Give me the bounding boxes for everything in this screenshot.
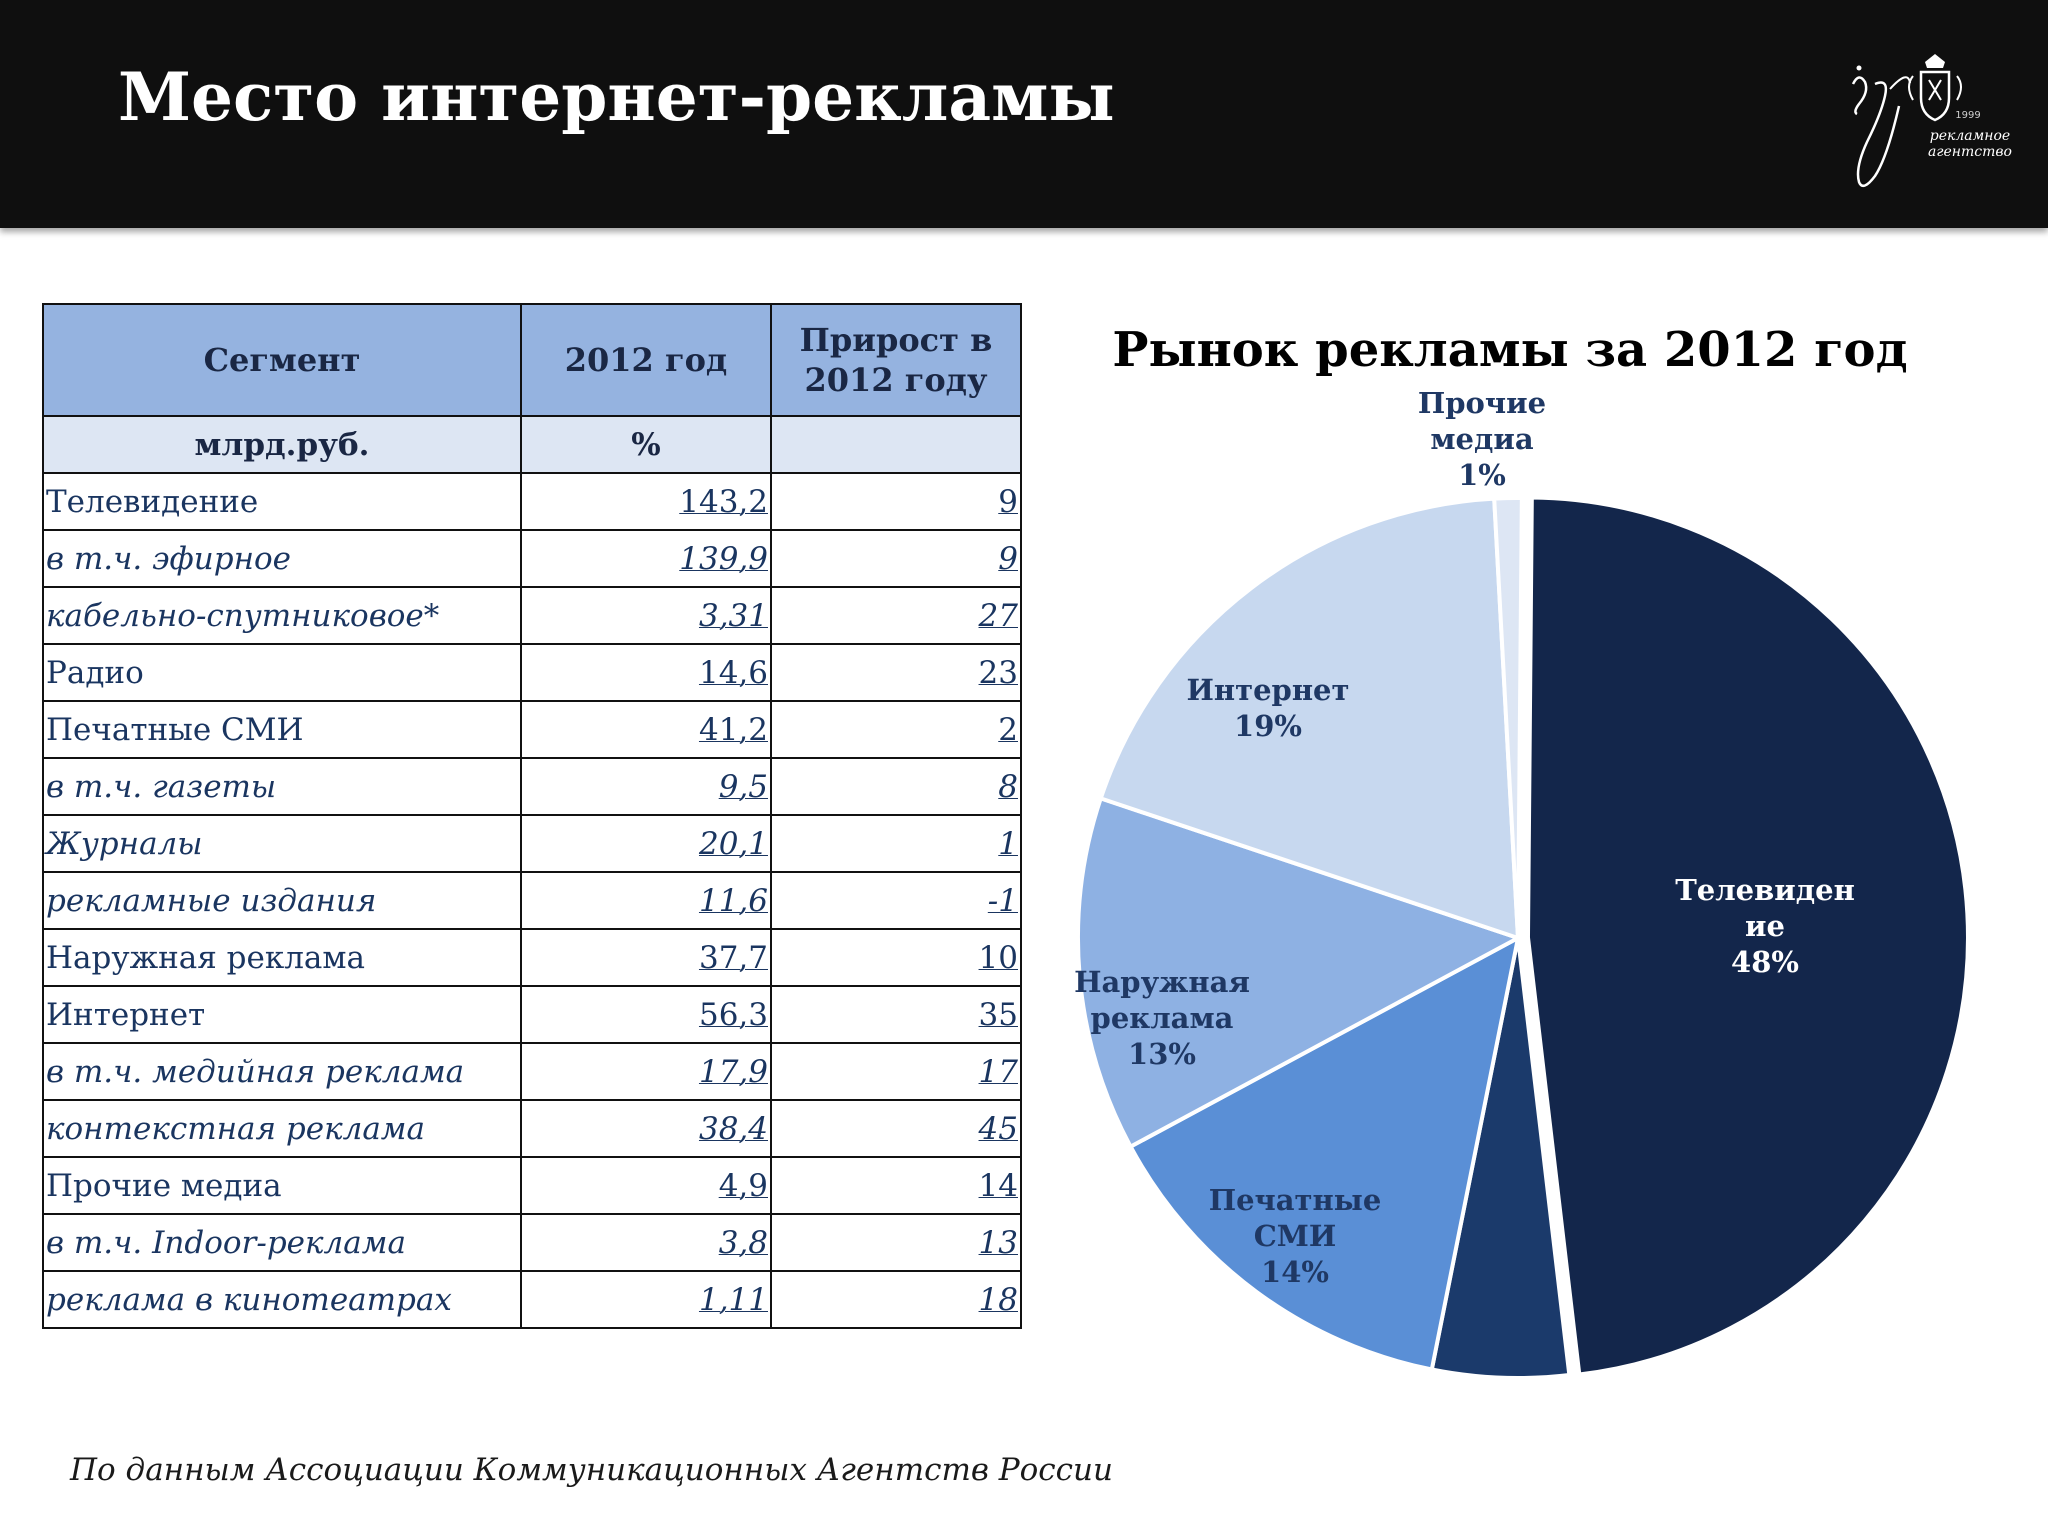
growth-cell: 9 [770, 529, 1022, 588]
slice-label: Печатные СМИ 14% [1209, 1183, 1382, 1289]
growth-cell: 17 [770, 1042, 1022, 1101]
column-header-segment: Сегмент [42, 303, 522, 417]
units-cell: млрд.руб. [42, 415, 522, 474]
table-row: Журналы 20,1 1 [42, 814, 1022, 873]
units-cell: % [520, 415, 772, 474]
segment-cell: Печатные СМИ [42, 700, 522, 759]
table-header-row: Сегмент 2012 год Прирост в 2012 году [42, 303, 1022, 417]
slice-label: Интернет 19% [1187, 673, 1350, 743]
segment-cell: Интернет [42, 985, 522, 1044]
table-row: реклама в кинотеатрах 1,11 18 [42, 1270, 1022, 1329]
segment-cell: Телевидение [42, 472, 522, 531]
pie-slice [1492, 496, 1524, 939]
table-units-row: млрд.руб. % [42, 415, 1022, 474]
table-body: Телевидение 143,2 9 в т.ч. эфирное 139,9 9 каб… [42, 472, 1022, 1329]
slide-header: Место интернет-рекламы 1999 рекламное аг… [0, 0, 2048, 228]
pie-slice [1127, 934, 1521, 1372]
table-row: Печатные СМИ 41,2 2 [42, 700, 1022, 759]
units-cell [770, 415, 1022, 474]
slice-label: Прочие медиа 1% [1418, 386, 1546, 492]
ad-market-table: Сегмент 2012 год Прирост в 2012 году млр… [42, 303, 1022, 1329]
slice-label: Телевиден ие 48% [1675, 873, 1855, 979]
table-row: Прочие медиа 4,9 14 [42, 1156, 1022, 1215]
segment-cell: в т.ч. медийная реклама [42, 1042, 522, 1101]
segment-cell: Журналы [42, 814, 522, 873]
growth-cell: -1 [770, 871, 1022, 930]
growth-cell: 45 [770, 1099, 1022, 1158]
value-cell: 9,5 [520, 757, 772, 816]
growth-cell: 2 [770, 700, 1022, 759]
segment-cell: контекстная реклама [42, 1099, 522, 1158]
table-row: рекламные издания 11,6 -1 [42, 871, 1022, 930]
slice-label: Наружная реклама 13% [1074, 965, 1250, 1071]
value-cell: 3,31 [520, 586, 772, 645]
page-title: Место интернет-рекламы [118, 58, 1115, 136]
segment-cell: Наружная реклама [42, 928, 522, 987]
value-cell: 14,6 [520, 643, 772, 702]
growth-cell: 10 [770, 928, 1022, 987]
table-row: Наружная реклама 37,7 10 [42, 928, 1022, 987]
value-cell: 1,11 [520, 1270, 772, 1329]
value-cell: 56,3 [520, 985, 772, 1044]
value-cell: 20,1 [520, 814, 772, 873]
crest-icon [1908, 54, 1962, 122]
table-row: Интернет 56,3 35 [42, 985, 1022, 1044]
table-row: контекстная реклама 38,4 45 [42, 1099, 1022, 1158]
growth-cell: 9 [770, 472, 1022, 531]
growth-cell: 8 [770, 757, 1022, 816]
value-cell: 37,7 [520, 928, 772, 987]
growth-cell: 23 [770, 643, 1022, 702]
logo-year: 1999 [1955, 110, 1981, 121]
value-cell: 143,2 [520, 472, 772, 531]
value-cell: 41,2 [520, 700, 772, 759]
logo-caption: рекламное агентство [1928, 128, 2012, 160]
column-header-growth: Прирост в 2012 году [770, 303, 1022, 417]
segment-cell: кабельно-спутниковое* [42, 586, 522, 645]
segment-cell: реклама в кинотеатрах [42, 1270, 522, 1329]
segment-cell: Прочие медиа [42, 1156, 522, 1215]
growth-cell: 27 [770, 586, 1022, 645]
table-row: Телевидение 143,2 9 [42, 472, 1022, 531]
growth-cell: 18 [770, 1270, 1022, 1329]
growth-cell: 1 [770, 814, 1022, 873]
segment-cell: рекламные издания [42, 871, 522, 930]
value-cell: 17,9 [520, 1042, 772, 1101]
growth-cell: 14 [770, 1156, 1022, 1215]
table-row: в т.ч. медийная реклама 17,9 17 [42, 1042, 1022, 1101]
segment-cell: в т.ч. эфирное [42, 529, 522, 588]
segment-cell: Радио [42, 643, 522, 702]
value-cell: 4,9 [520, 1156, 772, 1215]
value-cell: 38,4 [520, 1099, 772, 1158]
growth-cell: 35 [770, 985, 1022, 1044]
value-cell: 11,6 [520, 871, 772, 930]
pie-slice [1098, 496, 1521, 941]
pie-slice [1076, 795, 1524, 1150]
table-row: в т.ч. газеты 9,5 8 [42, 757, 1022, 816]
value-cell: 3,8 [520, 1213, 772, 1272]
segment-cell: в т.ч. Indoor-реклама [42, 1213, 522, 1272]
chart-title: Рынок рекламы за 2012 год [1112, 322, 1908, 378]
table-row: Радио 14,6 23 [42, 643, 1022, 702]
segment-cell: в т.ч. газеты [42, 757, 522, 816]
column-header-year: 2012 год [520, 303, 772, 417]
source-note: По данным Ассоциации Коммуникационных Аг… [70, 1452, 1113, 1488]
agency-logo [1851, 54, 1962, 188]
table-row: в т.ч. эфирное 139,9 9 [42, 529, 1022, 588]
growth-cell: 13 [770, 1213, 1022, 1272]
table-row: в т.ч. Indoor-реклама 3,8 13 [42, 1213, 1022, 1272]
table-row: кабельно-спутниковое* 3,31 27 [42, 586, 1022, 645]
pie-slice [1525, 495, 1970, 1377]
value-cell: 139,9 [520, 529, 772, 588]
